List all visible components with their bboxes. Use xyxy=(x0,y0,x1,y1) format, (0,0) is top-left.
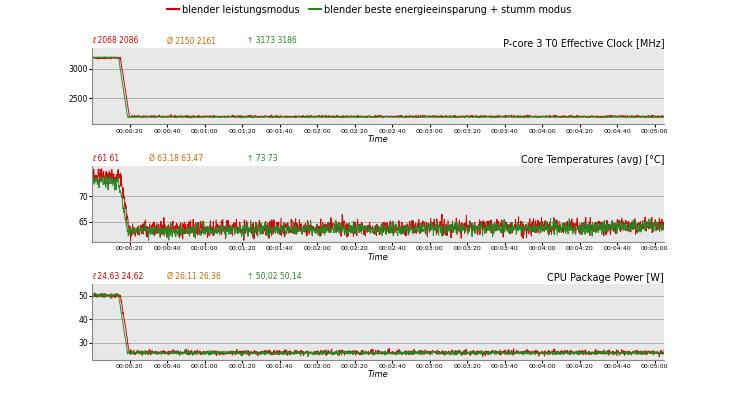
X-axis label: Time: Time xyxy=(368,370,389,379)
Text: ℓ 2068 2086: ℓ 2068 2086 xyxy=(92,36,139,45)
Text: Ø 63,18 63,47: Ø 63,18 63,47 xyxy=(149,154,204,163)
Text: ℓ 24,63 24,62: ℓ 24,63 24,62 xyxy=(92,271,143,281)
Text: CPU Package Power [W]: CPU Package Power [W] xyxy=(548,273,664,283)
X-axis label: Time: Time xyxy=(368,135,389,144)
Text: Ø 26,11 26,36: Ø 26,11 26,36 xyxy=(167,271,221,281)
Legend: blender leistungsmodus, blender beste energieeinsparung + stumm modus: blender leistungsmodus, blender beste en… xyxy=(163,1,575,19)
Text: Ø 2150 2161: Ø 2150 2161 xyxy=(167,36,215,45)
Text: ℓ 61 61: ℓ 61 61 xyxy=(92,154,120,163)
Text: ↑ 73 73: ↑ 73 73 xyxy=(246,154,277,163)
Text: ↑ 3173 3186: ↑ 3173 3186 xyxy=(246,36,297,45)
Text: P-core 3 T0 Effective Clock [MHz]: P-core 3 T0 Effective Clock [MHz] xyxy=(503,38,664,48)
Text: Core Temperatures (avg) [°C]: Core Temperatures (avg) [°C] xyxy=(521,155,664,165)
X-axis label: Time: Time xyxy=(368,252,389,261)
Text: ↑ 50,02 50,14: ↑ 50,02 50,14 xyxy=(246,271,301,281)
